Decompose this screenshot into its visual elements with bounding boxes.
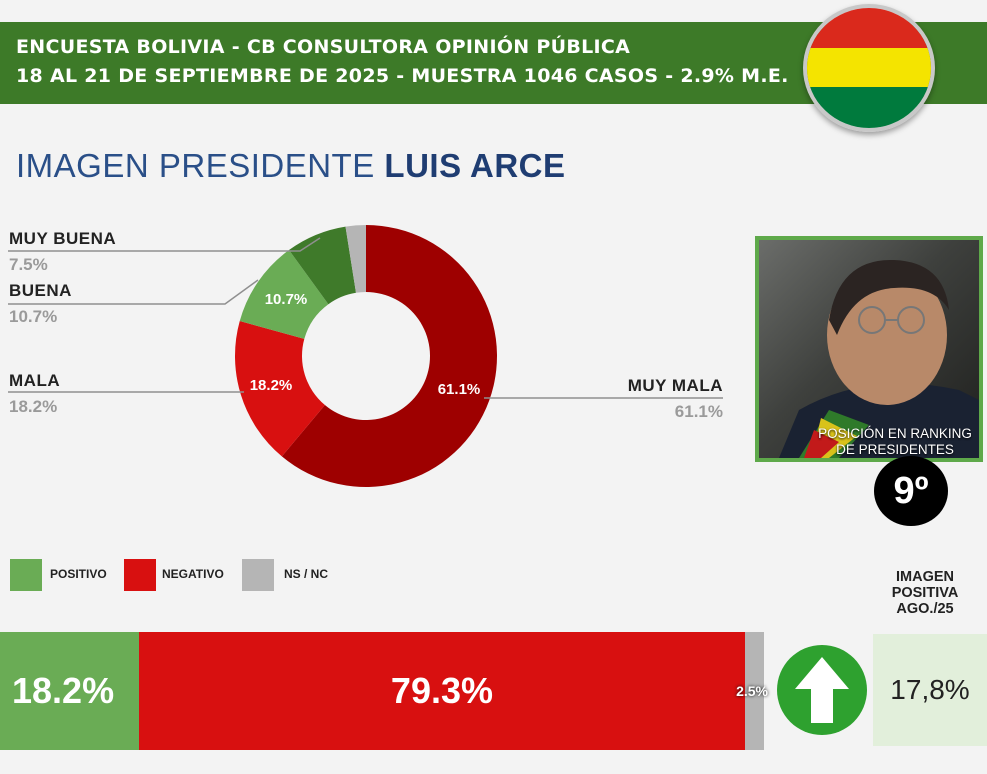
leader-line-buena	[8, 279, 259, 305]
label-buena: BUENA 10.7%	[9, 281, 72, 326]
slice-label-mala: 18.2%	[250, 377, 293, 394]
ranking-caption: POSICIÓN EN RANKING DE PRESIDENTES	[818, 426, 972, 457]
slice-label-buena: 10.7%	[265, 291, 308, 308]
president-photo: POSICIÓN EN RANKING DE PRESIDENTES	[755, 236, 983, 462]
legend-label-ns-nc: NS / NC	[284, 567, 329, 581]
bar-negativo-label: 79.3%	[390, 670, 494, 711]
legend-swatch-ns-nc	[242, 559, 274, 591]
bar-positivo: 18.2%	[0, 632, 140, 750]
slice-ns-nc	[345, 225, 366, 293]
leader-line-muy-buena	[8, 237, 321, 252]
legend-label-negativo: NEGATIVO	[162, 567, 224, 581]
slice-buena	[239, 250, 329, 339]
legend-swatch-positivo	[10, 559, 42, 591]
slice-label-muy-mala: 61.1%	[438, 381, 481, 398]
previous-image-title: IMAGEN POSITIVA AGO./25	[891, 569, 959, 617]
portrait-silhouette	[779, 259, 979, 458]
title-prefix: IMAGEN PRESIDENTE	[16, 147, 375, 184]
survey-details: 18 AL 21 DE SEPTIEMBRE DE 2025 - MUESTRA…	[16, 65, 789, 87]
bar-positivo-label: 18.2%	[12, 670, 115, 711]
legend-label-positivo: POSITIVO	[50, 567, 107, 581]
slice-muy-mala	[281, 225, 498, 487]
president-name: LUIS ARCE	[384, 147, 566, 184]
bar-ns-nc-label: 2.5%	[736, 683, 768, 699]
previous-positive-value: 17,8%	[873, 634, 987, 746]
label-muy-mala: MUY MALA 61.1%	[627, 376, 723, 421]
legend-swatch-negativo	[124, 559, 156, 591]
bolivia-flag-icon	[803, 4, 935, 132]
ranking-badge: 9º	[874, 456, 948, 526]
survey-title: ENCUESTA BOLIVIA - CB CONSULTORA OPINIÓN…	[16, 36, 631, 58]
up-arrow-icon	[777, 645, 867, 735]
bar-ns-nc: 2.5%	[736, 632, 768, 750]
page-title: IMAGEN PRESIDENTE LUIS ARCE	[16, 147, 566, 185]
bar-negativo: 79.3%	[139, 632, 745, 750]
slice-muy-buena	[289, 226, 356, 305]
slice-mala	[234, 321, 325, 457]
label-muy-buena: MUY BUENA 7.5%	[9, 229, 117, 274]
label-mala: MALA 18.2%	[9, 371, 61, 416]
